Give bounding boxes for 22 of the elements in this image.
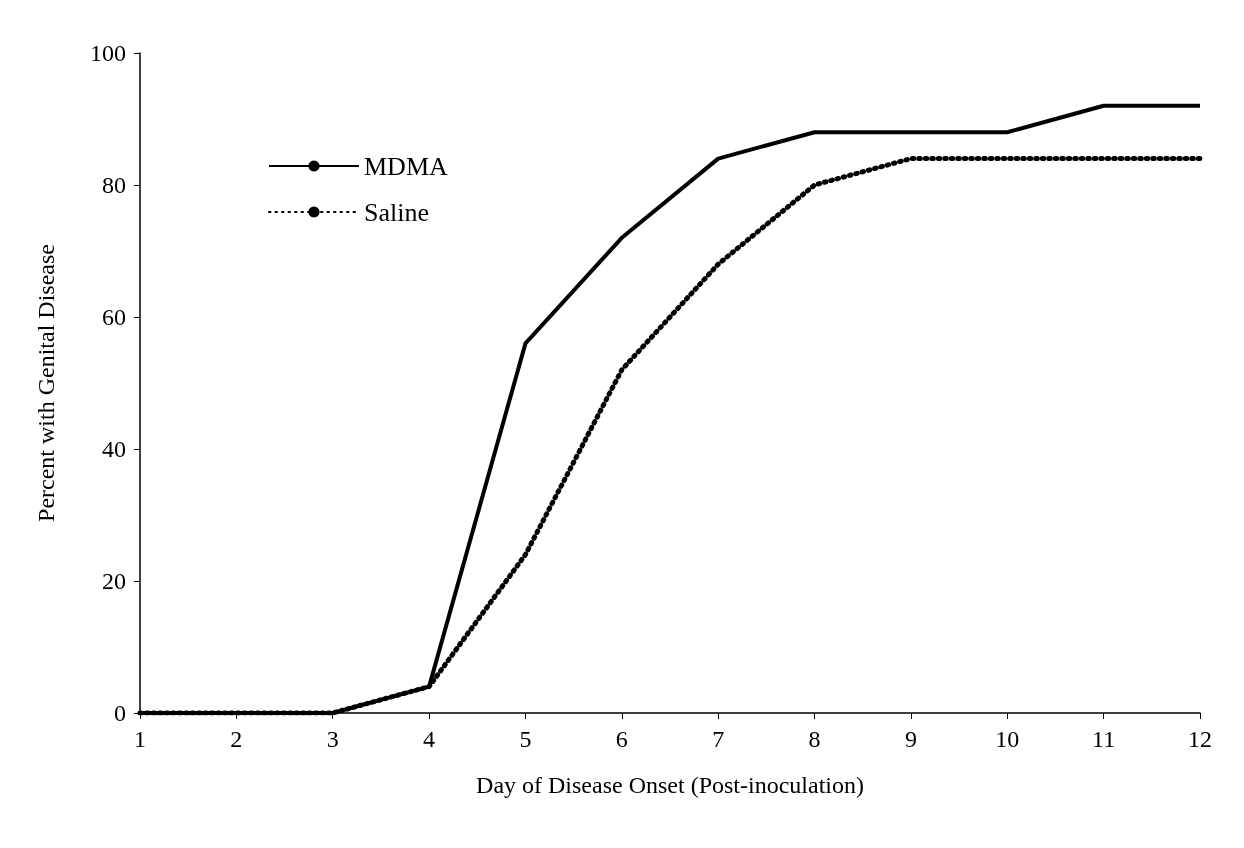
x-tick-label: 12 xyxy=(1188,726,1212,752)
legend-label: Saline xyxy=(364,197,429,227)
y-tick-label: 60 xyxy=(102,304,126,330)
x-tick-label: 6 xyxy=(615,726,628,752)
x-tick-label: 4 xyxy=(423,726,436,752)
x-tick-label: 2 xyxy=(230,726,243,752)
y-tick-label: 80 xyxy=(102,172,126,198)
x-tick-label: 1 xyxy=(134,726,146,752)
x-tick-label: 8 xyxy=(808,726,821,752)
y-axis-title: Percent with Genital Disease xyxy=(33,244,59,522)
x-tick-label: 10 xyxy=(995,726,1020,752)
x-tick-label: 9 xyxy=(904,726,917,752)
y-tick-label: 100 xyxy=(90,40,126,66)
x-axis-title: Day of Disease Onset (Post-inoculation) xyxy=(476,772,864,798)
x-tick-label: 11 xyxy=(1092,726,1116,752)
x-tick-label: 7 xyxy=(712,726,725,752)
y-tick-label: 40 xyxy=(102,436,126,462)
x-tick-label: 3 xyxy=(326,726,339,752)
legend-label: MDMA xyxy=(364,151,449,181)
x-tick-label: 5 xyxy=(519,726,532,752)
y-tick-label: 0 xyxy=(114,700,126,726)
y-tick-label: 20 xyxy=(102,568,126,594)
